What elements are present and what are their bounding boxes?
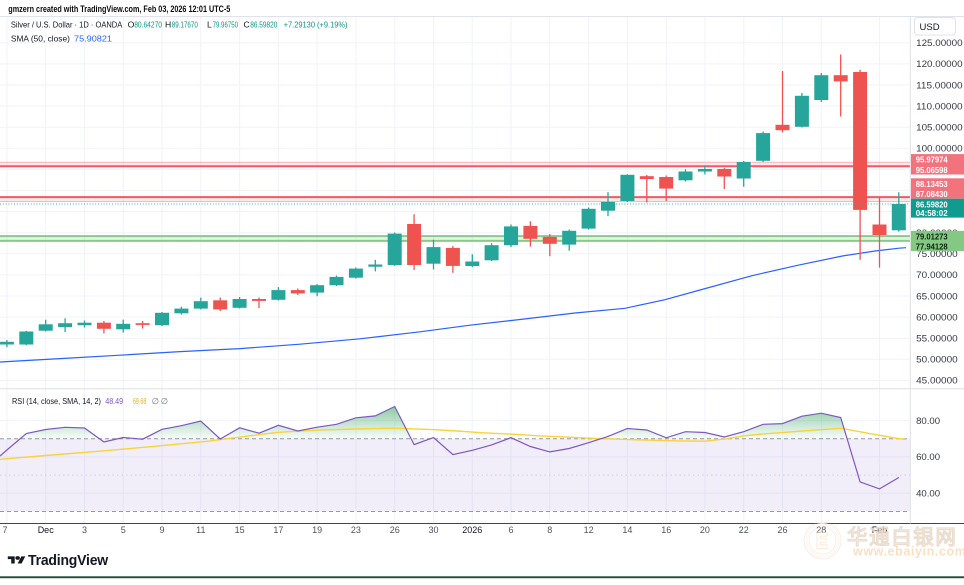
svg-text:100.00000: 100.00000 — [916, 144, 963, 154]
svg-text:TradingView: TradingView — [28, 553, 109, 569]
svg-text:8: 8 — [547, 525, 552, 535]
svg-text:115.00000: 115.00000 — [916, 80, 963, 90]
svg-text:22: 22 — [739, 525, 749, 535]
svg-text:5: 5 — [121, 525, 126, 535]
svg-text:65.00000: 65.00000 — [916, 291, 958, 301]
svg-text:60.00: 60.00 — [916, 452, 940, 462]
svg-text:70.00000: 70.00000 — [916, 270, 958, 280]
svg-text:www.ebaiyin.com: www.ebaiyin.com — [852, 545, 964, 559]
svg-text:75.90821: 75.90821 — [74, 33, 112, 43]
svg-text:6: 6 — [508, 525, 513, 535]
svg-text:120.00000: 120.00000 — [916, 59, 963, 69]
svg-text:95.97974: 95.97974 — [916, 155, 948, 165]
svg-text:15: 15 — [235, 525, 245, 535]
svg-text:O: O — [128, 20, 135, 30]
svg-text:20: 20 — [700, 525, 710, 535]
svg-text:RSI (14, close, SMA, 14, 2): RSI (14, close, SMA, 14, 2) — [12, 396, 101, 406]
svg-text:∅: ∅ — [152, 396, 160, 406]
svg-text:C: C — [244, 20, 250, 30]
svg-text:7: 7 — [2, 525, 7, 535]
svg-text:gmzern created with TradingVie: gmzern created with TradingView.com, Feb… — [8, 4, 231, 15]
svg-text:88.13453: 88.13453 — [916, 179, 948, 189]
svg-text:SMA (50, close): SMA (50, close) — [11, 33, 70, 43]
svg-text:H: H — [165, 20, 171, 30]
svg-text:17: 17 — [273, 525, 283, 535]
svg-text:+7.29130 (+9.19%): +7.29130 (+9.19%) — [284, 20, 348, 30]
svg-text:14: 14 — [622, 525, 632, 535]
svg-text:3: 3 — [82, 525, 87, 535]
svg-text:11: 11 — [196, 525, 205, 535]
svg-text:23: 23 — [351, 525, 361, 535]
svg-text:79.96750: 79.96750 — [213, 20, 239, 30]
svg-text:L: L — [207, 20, 212, 30]
svg-text:45.00000: 45.00000 — [916, 376, 958, 386]
svg-text:30: 30 — [428, 525, 438, 535]
svg-text:105.00000: 105.00000 — [916, 123, 963, 133]
svg-text:26: 26 — [777, 525, 787, 535]
svg-text:26: 26 — [390, 525, 400, 535]
svg-text:55.00000: 55.00000 — [916, 334, 958, 344]
svg-text:Feb: Feb — [872, 525, 888, 535]
svg-text:95.06598: 95.06598 — [916, 165, 948, 175]
svg-text:2026: 2026 — [462, 525, 482, 535]
svg-text:48.49: 48.49 — [105, 396, 123, 406]
svg-text:79.01273: 79.01273 — [916, 232, 948, 242]
svg-text:86.59820: 86.59820 — [916, 199, 948, 209]
svg-text:80.00: 80.00 — [916, 416, 940, 426]
svg-text:USD: USD — [920, 22, 940, 33]
svg-text:16: 16 — [661, 525, 671, 535]
svg-text:69.68: 69.68 — [133, 396, 147, 406]
svg-text:87.08430: 87.08430 — [916, 189, 948, 199]
svg-text:77.94128: 77.94128 — [916, 241, 948, 251]
svg-text:华通白银网: 华通白银网 — [847, 525, 958, 549]
svg-text:80.64270: 80.64270 — [134, 20, 162, 30]
svg-text:89.17670: 89.17670 — [172, 20, 198, 30]
svg-text:28: 28 — [816, 525, 826, 535]
svg-text:∅: ∅ — [161, 396, 169, 406]
svg-text:Dec: Dec — [38, 525, 55, 535]
svg-text:04:58:02: 04:58:02 — [916, 208, 948, 218]
svg-text:60.00000: 60.00000 — [916, 312, 958, 322]
svg-text:19: 19 — [312, 525, 322, 535]
svg-text:50.00000: 50.00000 — [916, 355, 958, 365]
svg-text:125.00000: 125.00000 — [916, 38, 963, 48]
svg-text:40.00: 40.00 — [916, 489, 940, 499]
svg-text:75.00000: 75.00000 — [916, 249, 958, 259]
svg-text:12: 12 — [584, 525, 594, 535]
svg-text:9: 9 — [159, 525, 164, 535]
svg-text:Silver / U.S. Dollar · 1D · OA: Silver / U.S. Dollar · 1D · OANDA — [11, 20, 123, 30]
svg-text:86.59820: 86.59820 — [250, 20, 277, 30]
svg-text:110.00000: 110.00000 — [916, 101, 963, 111]
